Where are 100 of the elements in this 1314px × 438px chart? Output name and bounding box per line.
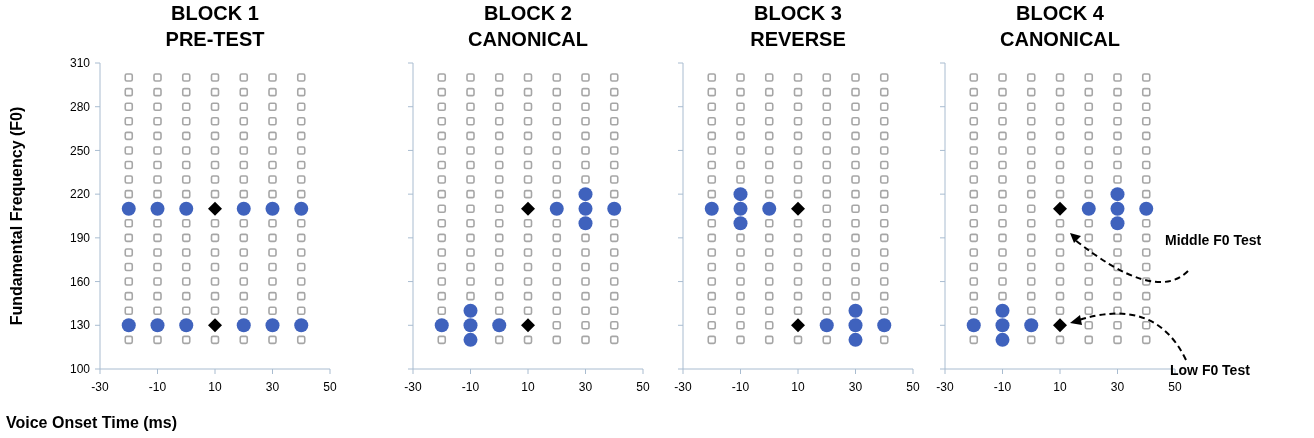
point [736,306,745,316]
point [523,87,533,97]
point [609,248,619,257]
point [1141,73,1151,82]
point [609,218,619,228]
point [239,262,249,272]
point [552,146,562,155]
point [437,306,447,316]
point [1055,116,1065,126]
point [153,248,162,257]
point [552,218,562,228]
point [1141,291,1151,301]
point [1055,131,1065,141]
point [851,189,860,199]
point [879,189,889,199]
point [969,175,979,184]
point [181,102,191,112]
point [1141,306,1151,316]
point [998,87,1007,97]
point [764,102,774,112]
point [969,116,979,126]
point [736,87,745,97]
point [879,116,889,126]
point [793,306,803,316]
point [581,335,590,345]
point [1113,248,1122,257]
point [437,146,447,155]
point [124,73,134,82]
x-tick-label: -30 [936,380,954,394]
point [153,87,162,97]
point [296,102,306,112]
point [121,201,136,216]
point [181,73,191,82]
point [296,291,306,301]
point [609,102,619,112]
annotation: Low F0 Test [1170,362,1251,378]
point [851,102,860,112]
point [121,318,136,333]
point [793,146,803,155]
point [1110,201,1125,216]
point [1113,306,1122,316]
point [822,335,832,345]
point [521,201,535,216]
point [494,233,504,243]
point [969,262,979,272]
point [1026,87,1036,97]
point [1141,87,1151,97]
point [998,102,1007,112]
point [494,218,504,228]
point [764,291,774,301]
point [707,262,717,272]
point [1113,335,1122,345]
point [210,248,220,257]
annotation: Middle F0 Test [1165,232,1262,248]
point [208,318,222,333]
point [1084,175,1094,184]
point [466,262,475,272]
point [181,335,191,345]
point [733,187,748,202]
point [822,102,832,112]
point [1055,102,1065,112]
point [1141,146,1151,155]
point [581,131,590,141]
point [181,248,191,257]
point [581,87,590,97]
point [124,116,134,126]
point [210,277,220,286]
point [879,87,889,97]
point [1026,102,1036,112]
point [124,102,134,112]
point [609,277,619,286]
point [822,204,832,214]
point [764,189,774,199]
point [822,277,832,286]
point [736,291,745,301]
point [552,262,562,272]
point [296,335,306,345]
point [552,306,562,316]
point [998,73,1007,82]
point [179,318,194,333]
point [437,175,447,184]
point [762,201,777,216]
point [793,102,803,112]
point [1055,233,1065,243]
point [1026,131,1036,141]
point [1113,116,1122,126]
point [736,320,745,330]
point [1141,102,1151,112]
point [733,216,748,231]
point [764,335,774,345]
point [437,87,447,97]
point [552,335,562,345]
point [793,248,803,257]
x-tick-label: -10 [731,380,750,394]
point [210,233,220,243]
point [239,175,249,184]
x-tick-label: -30 [674,380,692,394]
point [153,189,162,199]
point [966,318,981,333]
point [210,218,220,228]
